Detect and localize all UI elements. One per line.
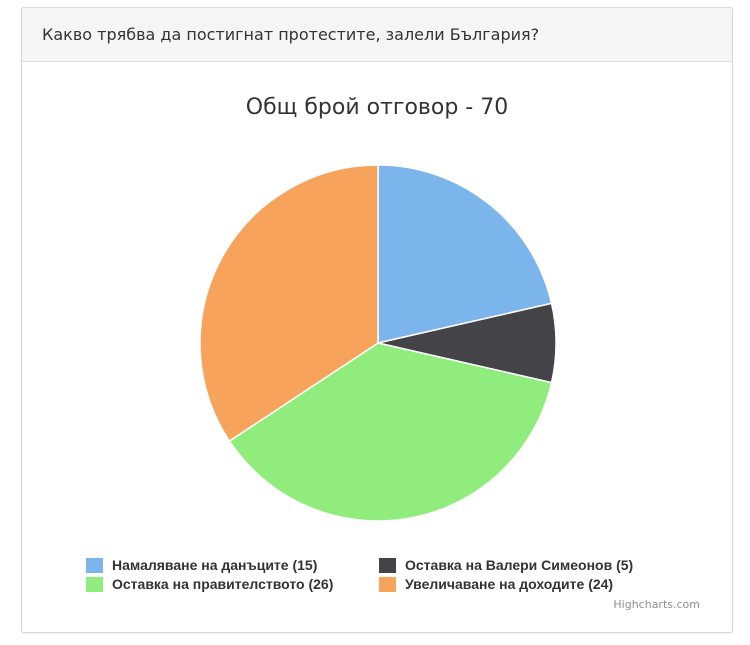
- pie-slices: [199, 164, 557, 522]
- legend-symbol: [86, 558, 103, 573]
- legend-label: Оставка на Валери Симеонов (5): [405, 557, 633, 573]
- legend-label: Увеличаване на доходите (24): [405, 576, 613, 592]
- legend-item-1[interactable]: Намаляване на данъците (15): [86, 557, 317, 573]
- chart-title: Общ брой отговор - 70: [246, 95, 509, 120]
- legend-item-3[interactable]: Оставка на правителството (26): [86, 576, 333, 592]
- panel-title: Какво трябва да постигнат протестите, за…: [22, 8, 732, 62]
- pie-slice-3[interactable]: [228, 342, 553, 522]
- legend-item-2[interactable]: Оставка на Валери Симеонов (5): [379, 557, 633, 573]
- pie-slice-4[interactable]: [199, 164, 379, 442]
- legend-symbol: [379, 577, 396, 592]
- pie-slice-1[interactable]: [377, 164, 553, 344]
- legend-symbol: [379, 558, 396, 573]
- legend-symbol: [86, 577, 103, 592]
- credits-link[interactable]: Highcharts.com: [613, 598, 700, 611]
- poll-panel: Какво трябва да постигнат протестите, за…: [21, 7, 733, 633]
- legend-label: Оставка на правителството (26): [112, 576, 333, 592]
- legend-label: Намаляване на данъците (15): [112, 557, 317, 573]
- pie-chart: Общ брой отговор - 70 Намаляване на данъ…: [86, 95, 700, 611]
- chart-legend: Намаляване на данъците (15) Оставка на Ва…: [86, 557, 633, 592]
- legend-item-4[interactable]: Увеличаване на доходите (24): [379, 576, 613, 592]
